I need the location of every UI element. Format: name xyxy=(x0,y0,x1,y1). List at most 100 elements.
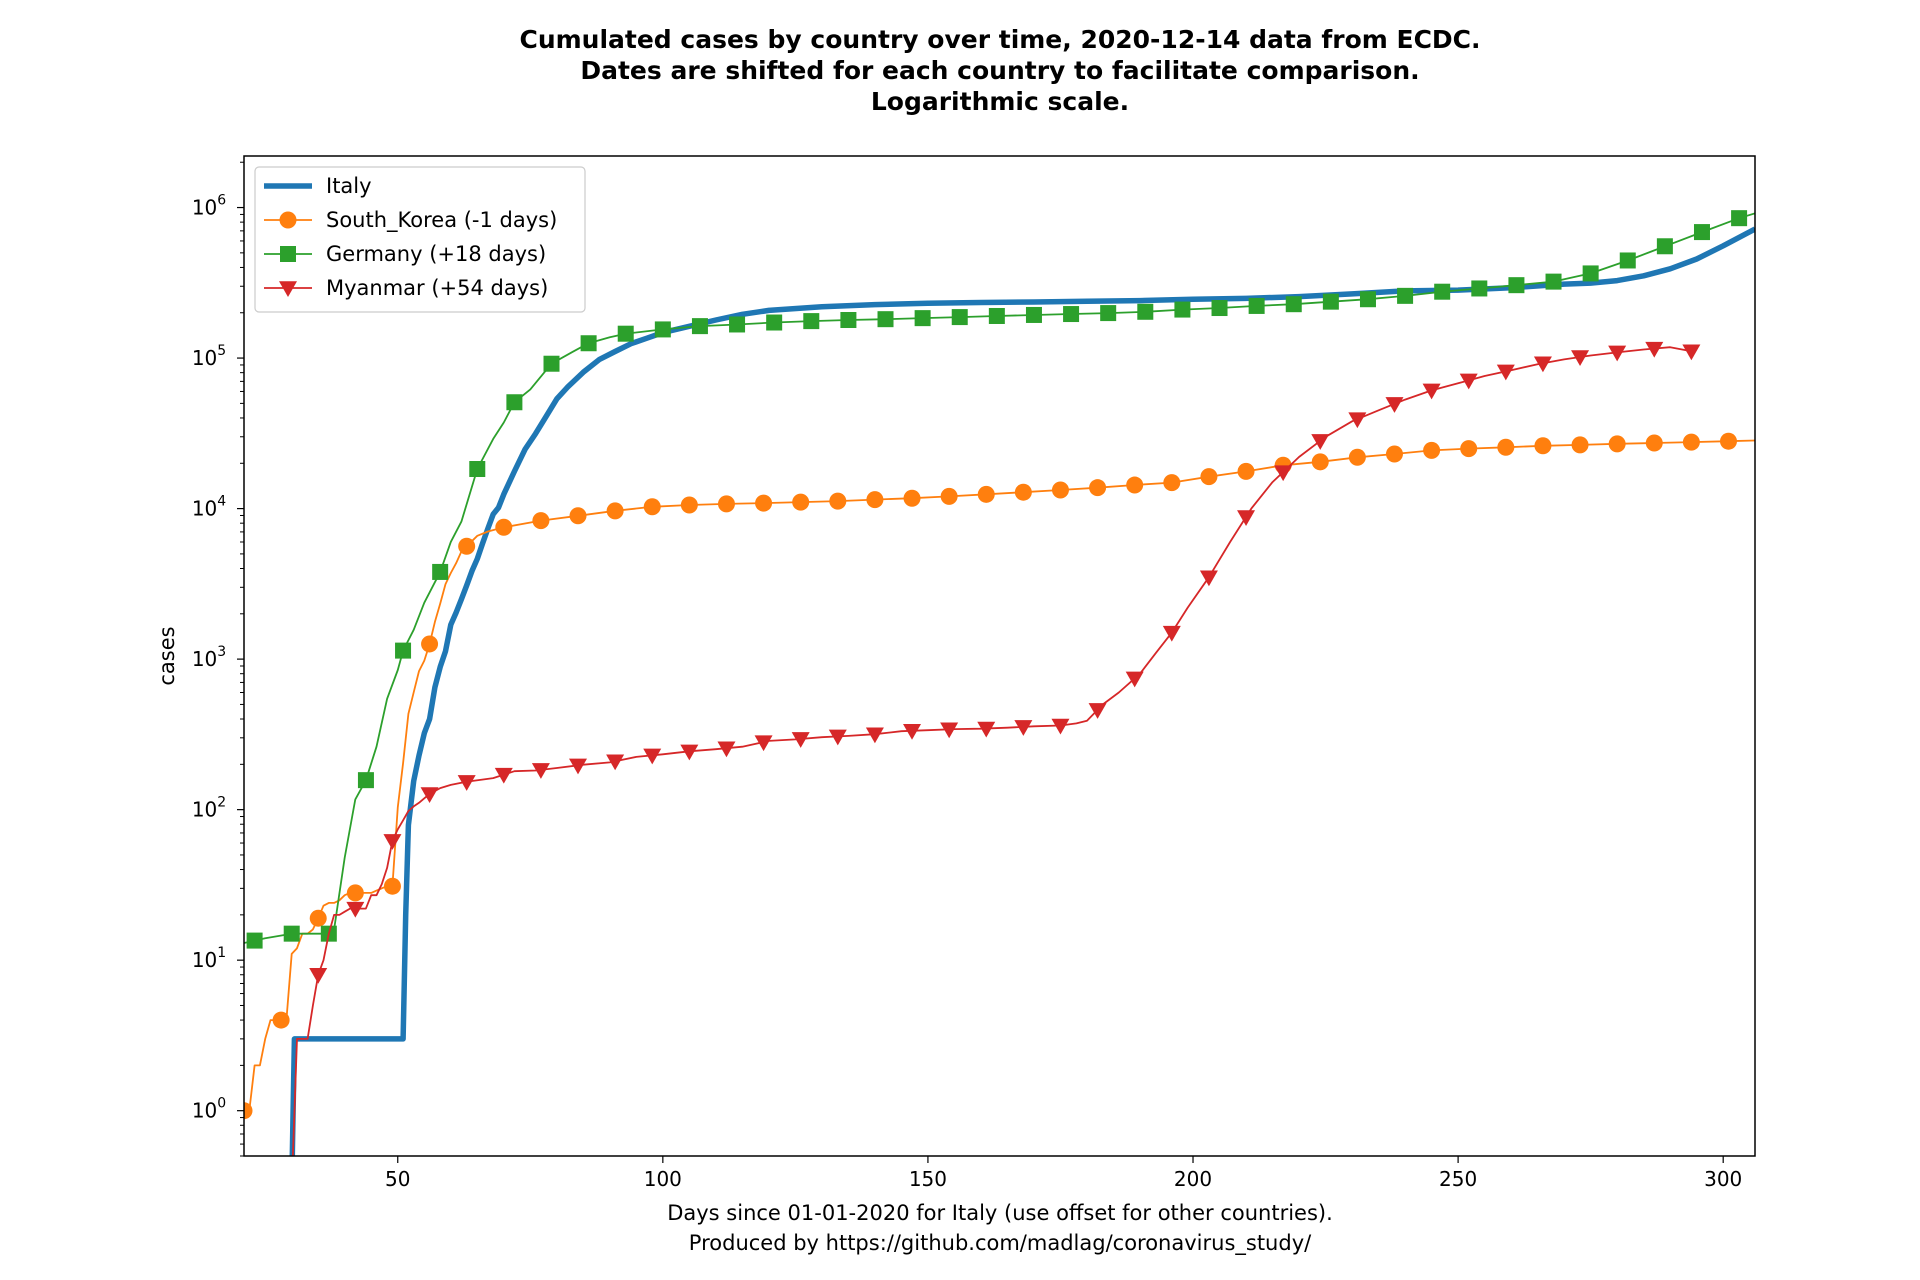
data-point-1 xyxy=(1311,453,1329,471)
x-tick-label: 200 xyxy=(1174,1167,1212,1191)
data-point-3 xyxy=(1051,718,1070,735)
data-point-2 xyxy=(432,563,449,580)
data-point-1 xyxy=(1645,434,1663,452)
data-point-1 xyxy=(977,485,995,503)
x-tick-label: 100 xyxy=(644,1167,682,1191)
legend-label: Italy xyxy=(326,174,372,198)
data-point-1 xyxy=(1014,483,1032,501)
data-point-2 xyxy=(1545,273,1562,290)
data-point-2 xyxy=(1100,305,1117,322)
data-point-2 xyxy=(729,316,746,333)
data-point-3 xyxy=(1088,703,1107,719)
data-point-2 xyxy=(357,772,374,789)
series-2 xyxy=(244,210,1755,949)
series-1 xyxy=(244,432,1755,1120)
x-tick-label: 150 xyxy=(909,1167,947,1191)
data-point-2 xyxy=(1174,301,1191,318)
data-point-2 xyxy=(766,314,783,331)
data-point-1 xyxy=(643,498,661,516)
data-point-1 xyxy=(1348,448,1366,466)
legend-label: Myanmar (+54 days) xyxy=(326,276,548,300)
data-point-3 xyxy=(643,748,662,765)
data-point-3 xyxy=(569,758,588,775)
data-point-2 xyxy=(1063,306,1080,323)
data-point-1 xyxy=(792,493,810,511)
legend-swatch-marker xyxy=(279,211,297,229)
data-point-2 xyxy=(1285,296,1302,313)
data-point-1 xyxy=(244,1102,253,1120)
series-3 xyxy=(291,341,1701,1156)
y-tick-label: 102 xyxy=(192,795,226,822)
data-point-3 xyxy=(531,763,550,779)
data-point-3 xyxy=(1496,364,1515,381)
data-point-3 xyxy=(1014,720,1033,736)
data-point-2 xyxy=(691,318,708,335)
data-point-2 xyxy=(988,307,1005,324)
data-point-3 xyxy=(346,901,365,918)
data-point-3 xyxy=(1274,465,1293,482)
chart-title-line-2: Dates are shifted for each country to fa… xyxy=(580,56,1419,85)
data-point-2 xyxy=(840,312,857,329)
data-point-2 xyxy=(1434,283,1451,300)
data-point-1 xyxy=(755,494,773,512)
data-point-3 xyxy=(940,722,959,739)
data-point-2 xyxy=(914,310,931,327)
data-point-1 xyxy=(458,537,476,555)
legend-label: Germany (+18 days) xyxy=(326,242,546,266)
data-point-1 xyxy=(866,491,884,509)
chart-title-line-3: Logarithmic scale. xyxy=(871,87,1129,116)
data-point-2 xyxy=(1248,297,1265,314)
data-point-3 xyxy=(457,775,476,791)
data-point-3 xyxy=(1533,356,1552,373)
data-point-3 xyxy=(1311,434,1330,450)
chart-title-line-1: Cumulated cases by country over time, 20… xyxy=(519,25,1480,54)
y-tick-label: 101 xyxy=(192,945,226,972)
data-point-3 xyxy=(865,727,884,744)
data-point-2 xyxy=(246,932,263,949)
data-point-3 xyxy=(680,744,699,761)
data-point-2 xyxy=(543,355,560,372)
data-point-3 xyxy=(1571,350,1590,367)
data-point-2 xyxy=(803,313,820,330)
x-axis-label-line-1: Days since 01-01-2020 for Italy (use off… xyxy=(667,1201,1333,1225)
data-point-2 xyxy=(654,321,671,338)
legend-label: South_Korea (-1 days) xyxy=(326,208,557,233)
data-point-2 xyxy=(283,925,300,942)
data-point-1 xyxy=(1385,445,1403,463)
data-point-1 xyxy=(495,518,513,536)
data-point-3 xyxy=(1348,412,1367,429)
data-point-1 xyxy=(1571,436,1589,454)
data-point-3 xyxy=(828,729,847,746)
data-point-3 xyxy=(1199,570,1218,587)
data-point-1 xyxy=(1534,437,1552,455)
data-point-1 xyxy=(1682,433,1700,451)
data-point-2 xyxy=(506,394,523,411)
data-point-3 xyxy=(1422,383,1441,400)
data-point-1 xyxy=(940,487,958,505)
data-point-1 xyxy=(272,1011,290,1029)
data-point-1 xyxy=(309,909,327,927)
data-point-1 xyxy=(717,495,735,513)
data-point-2 xyxy=(469,461,486,478)
y-tick-label: 105 xyxy=(192,343,226,370)
data-point-2 xyxy=(877,311,894,328)
data-point-2 xyxy=(1731,210,1748,227)
plot-frame xyxy=(243,155,1756,1157)
data-point-1 xyxy=(1089,479,1107,497)
legend-swatch-marker xyxy=(279,281,297,297)
data-point-3 xyxy=(977,721,996,738)
data-point-2 xyxy=(395,642,412,659)
y-tick-label: 103 xyxy=(192,644,226,671)
data-point-2 xyxy=(1211,300,1228,317)
data-point-3 xyxy=(1125,671,1144,688)
data-point-3 xyxy=(1237,510,1256,526)
series-layer xyxy=(244,210,1755,1156)
data-point-3 xyxy=(754,735,773,752)
y-tick-label: 100 xyxy=(192,1096,226,1123)
data-point-1 xyxy=(1200,468,1218,486)
legend-swatch-marker xyxy=(280,246,296,262)
data-point-2 xyxy=(1619,252,1636,269)
data-point-3 xyxy=(606,754,625,771)
x-tick-label: 50 xyxy=(385,1167,410,1191)
